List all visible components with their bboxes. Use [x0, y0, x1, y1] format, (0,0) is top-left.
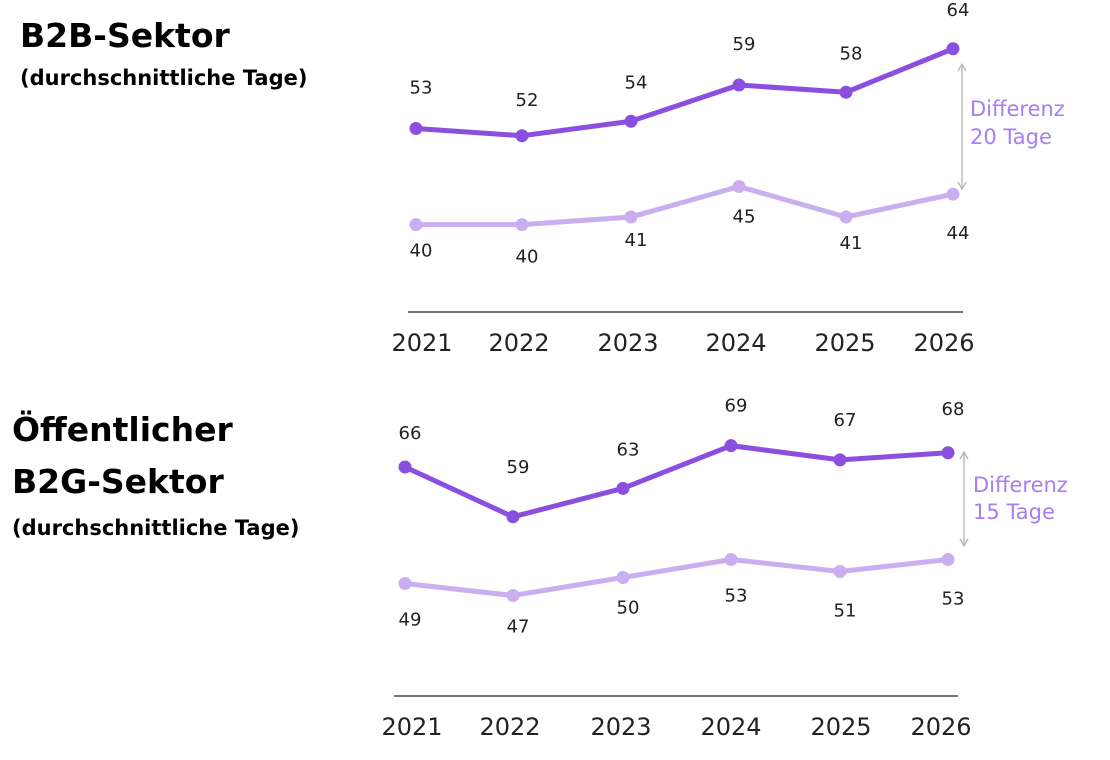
difference-label-line-2: 15 Tage [973, 500, 1055, 524]
data-point [946, 187, 960, 201]
data-label: 52 [516, 90, 539, 111]
data-point [941, 446, 955, 460]
data-point [941, 553, 955, 566]
data-point [732, 180, 746, 193]
chart-title-line-1: Öffentlicher [12, 410, 233, 449]
data-label: 67 [834, 410, 857, 431]
difference-arrowhead-bottom [957, 181, 967, 191]
difference-arrowhead-top [957, 62, 967, 72]
x-tick-label: 2023 [597, 329, 658, 357]
data-point [839, 210, 853, 224]
data-point [833, 453, 847, 467]
panel-title-b2g: Öffentlicher B2G-Sektor (durchschnittlic… [12, 404, 299, 540]
data-point [616, 571, 630, 584]
chart-title-line-2: B2G-Sektor [12, 462, 224, 501]
data-point [724, 553, 738, 566]
chart-panel-2: 2021 2022 2023 2024 2025 2026 49 47 50 53 51 53 66 59… [381, 396, 1067, 741]
series-line-1 [413, 46, 956, 139]
data-point [624, 114, 638, 128]
chart-subtitle: (durchschnittliche Tage) [12, 516, 300, 540]
data-label: 47 [507, 617, 530, 638]
data-point [506, 589, 520, 602]
x-tick-label: 2024 [705, 329, 766, 357]
chart-title: B2B-Sektor [20, 16, 230, 55]
data-label: 40 [410, 241, 433, 262]
data-label: 53 [410, 78, 433, 99]
data-label: 50 [617, 598, 640, 619]
data-label: 53 [725, 586, 748, 607]
panel-title-b2b: B2B-Sektor (durchschnittliche Tage) [20, 10, 307, 90]
data-point [724, 439, 738, 453]
data-label: 63 [617, 439, 640, 460]
difference-arrowhead-bottom [959, 538, 969, 548]
data-point [946, 42, 960, 56]
data-label: 40 [516, 247, 539, 268]
x-tick-label: 2022 [479, 713, 540, 741]
difference-label-line-1: Differenz [973, 473, 1068, 497]
data-point [515, 129, 529, 143]
x-tick-label: 2025 [814, 329, 875, 357]
x-tick-label: 2026 [910, 713, 971, 741]
difference-arrowhead-top [959, 450, 969, 460]
data-label: 44 [947, 223, 970, 244]
series-line-2 [413, 184, 956, 228]
data-label: 59 [507, 457, 530, 478]
data-label: 51 [834, 601, 857, 622]
data-point [409, 122, 423, 135]
data-label: 58 [840, 43, 863, 64]
data-label: 41 [840, 233, 863, 254]
data-label: 53 [942, 589, 965, 610]
data-label: 49 [399, 610, 422, 631]
data-point [624, 210, 638, 224]
chart-subtitle: (durchschnittliche Tage) [20, 66, 308, 90]
data-point [616, 481, 630, 495]
data-label: 66 [399, 423, 422, 444]
x-tick-label: 2023 [590, 713, 651, 741]
x-tick-label: 2024 [700, 713, 761, 741]
data-label: 69 [725, 396, 748, 417]
data-label: 59 [733, 34, 756, 55]
difference-label-line-2: 20 Tage [970, 125, 1052, 149]
data-label: 54 [625, 72, 648, 93]
data-label: 68 [942, 399, 965, 420]
x-tick-label: 2025 [810, 713, 871, 741]
data-point [515, 218, 529, 232]
x-tick-label: 2021 [391, 329, 452, 357]
x-tick-label: 2022 [488, 329, 549, 357]
series-line-1 [402, 443, 951, 520]
chart-panel-1: 2021 2022 2023 2024 2025 2026 40 40 41 45 41 44 53 52… [391, 0, 1064, 357]
data-point [506, 510, 520, 524]
data-label: 41 [625, 230, 648, 251]
data-label: 45 [733, 207, 756, 228]
data-point [398, 577, 412, 590]
data-label: 64 [947, 0, 970, 21]
x-tick-label: 2026 [913, 329, 974, 357]
data-point [732, 78, 746, 92]
data-point [409, 218, 423, 232]
series-line-2 [402, 557, 951, 598]
difference-label-line-1: Differenz [970, 97, 1065, 121]
data-point [833, 565, 847, 578]
data-point [839, 85, 853, 99]
data-point [398, 460, 412, 474]
x-tick-label: 2021 [381, 713, 442, 741]
